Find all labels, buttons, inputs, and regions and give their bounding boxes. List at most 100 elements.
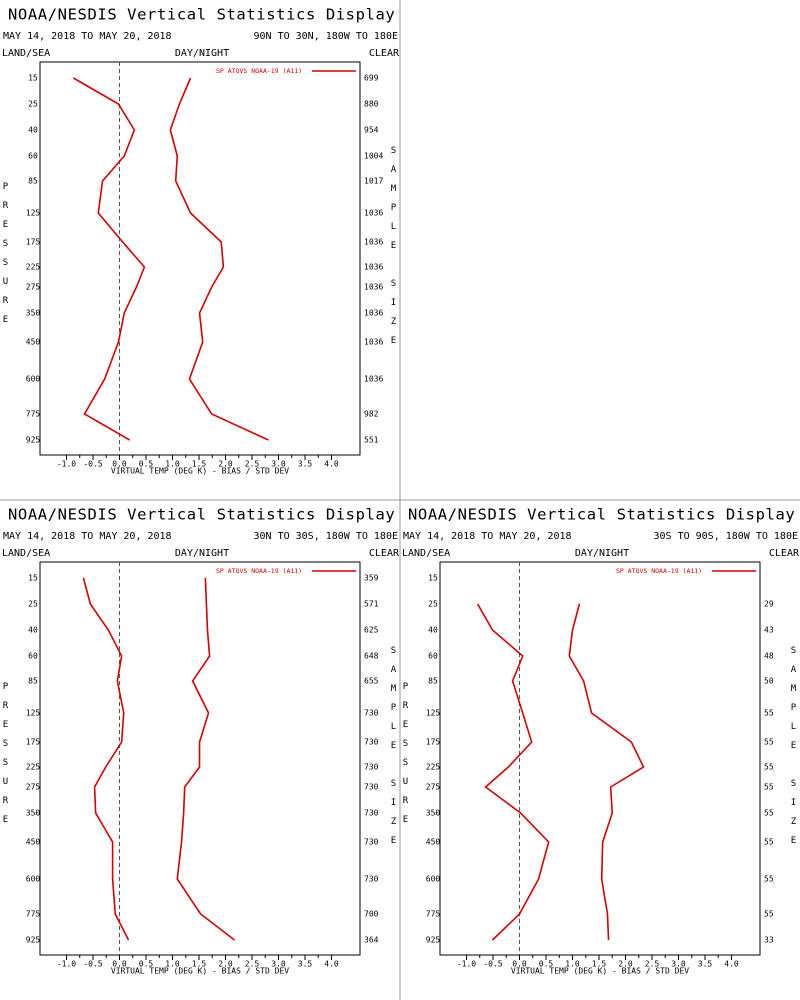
sample-size-label: 730 xyxy=(364,763,379,772)
y-axis-label: PRESSURE xyxy=(401,682,411,834)
x-tick-label: 0.0 xyxy=(512,960,527,969)
pressure-label: 25 xyxy=(28,100,38,109)
sample-size-label: 730 xyxy=(364,838,379,847)
x-tick-label: 4.0 xyxy=(724,960,739,969)
pressure-label: 775 xyxy=(26,410,41,419)
x-axis-label: VIRTUAL TEMP (DEG K) - BIAS / STD DEV xyxy=(111,467,289,476)
pressure-label: 275 xyxy=(26,783,41,792)
plot-frame xyxy=(39,61,361,456)
legend-label: SP ATOVS NOAA-19 (A11) xyxy=(216,67,302,75)
pressure-label: 225 xyxy=(426,763,441,772)
plot-frame xyxy=(39,561,361,956)
sample-size-label: 1036 xyxy=(364,209,383,218)
x-tick-label: 2.5 xyxy=(645,960,660,969)
region: 30N TO 30S, 180W TO 180E xyxy=(254,531,399,542)
profile-line xyxy=(72,77,146,441)
date-range: MAY 14, 2018 TO MAY 20, 2018 xyxy=(3,31,172,42)
sample-size-label: 29 xyxy=(764,600,774,609)
sample-size-label: 48 xyxy=(764,652,774,661)
panel: NOAA/NESDIS Vertical Statistics Display M… xyxy=(1,506,400,976)
x-tick-label: 0.5 xyxy=(539,960,554,969)
x-axis-label: VIRTUAL TEMP (DEG K) - BIAS / STD DEV xyxy=(511,967,689,976)
y2-axis-label: SAMPLE SIZE xyxy=(789,646,799,855)
pressure-label: 925 xyxy=(26,936,41,945)
plot-frame xyxy=(439,561,761,956)
legend-label: SP ATOVS NOAA-19 (A11) xyxy=(216,567,302,575)
sample-size-label: 1036 xyxy=(364,283,383,292)
sample-size-label: 551 xyxy=(364,436,379,445)
x-tick-label: -1.0 xyxy=(57,960,76,969)
sample-size-label: 55 xyxy=(764,738,774,747)
x-tick-label: 1.5 xyxy=(192,960,207,969)
x-tick-label: 2.0 xyxy=(618,960,633,969)
sample-size-label: 50 xyxy=(764,677,774,686)
clear: CLEAR xyxy=(369,48,400,59)
pressure-label: 225 xyxy=(26,263,41,272)
panel: NOAA/NESDIS Vertical Statistics Display M… xyxy=(1,6,400,476)
x-tick-label: 3.5 xyxy=(298,960,313,969)
sample-size-label: 1004 xyxy=(364,152,383,161)
date-range: MAY 14, 2018 TO MAY 20, 2018 xyxy=(3,531,172,542)
x-tick-label: 2.5 xyxy=(245,460,260,469)
x-tick-label: -1.0 xyxy=(57,460,76,469)
x-tick-label: 3.0 xyxy=(271,460,286,469)
pressure-label: 85 xyxy=(428,677,438,686)
day-night: DAY/NIGHT xyxy=(175,48,229,59)
sample-size-label: 43 xyxy=(764,626,774,635)
clear: CLEAR xyxy=(369,548,400,559)
y2-axis-label: SAMPLE SIZE xyxy=(389,646,399,855)
x-tick-label: 2.0 xyxy=(218,460,233,469)
sample-size-label: 700 xyxy=(364,910,379,919)
region: 90N TO 30N, 180W TO 180E xyxy=(254,31,399,42)
x-tick-label: 0.5 xyxy=(139,960,154,969)
day-night: DAY/NIGHT xyxy=(575,548,629,559)
pressure-label: 275 xyxy=(26,283,41,292)
y2-axis-label: SAMPLE SIZE xyxy=(389,146,399,355)
pressure-label: 450 xyxy=(26,338,41,347)
x-tick-label: 1.5 xyxy=(192,460,207,469)
pressure-label: 125 xyxy=(26,709,41,718)
sample-size-label: 1036 xyxy=(364,263,383,272)
profile-line xyxy=(169,77,269,441)
sample-size-label: 982 xyxy=(364,410,379,419)
sample-size-label: 880 xyxy=(364,100,379,109)
pressure-label: 40 xyxy=(28,126,38,135)
x-tick-label: 1.0 xyxy=(165,960,180,969)
sample-size-label: 55 xyxy=(764,763,774,772)
sample-size-label: 55 xyxy=(764,709,774,718)
x-tick-label: 4.0 xyxy=(324,960,339,969)
land-sea: LAND/SEA xyxy=(402,548,450,559)
sample-size-label: 1036 xyxy=(364,238,383,247)
pressure-label: 775 xyxy=(26,910,41,919)
x-tick-label: 3.0 xyxy=(671,960,686,969)
sample-size-label: 33 xyxy=(764,936,774,945)
sample-size-label: 655 xyxy=(364,677,379,686)
pressure-label: 600 xyxy=(26,875,41,884)
pressure-label: 40 xyxy=(28,626,38,635)
pressure-label: 350 xyxy=(26,809,41,818)
x-tick-label: 0.0 xyxy=(112,960,127,969)
sample-size-label: 1036 xyxy=(364,375,383,384)
profile-line xyxy=(568,603,645,941)
pressure-label: 25 xyxy=(28,600,38,609)
pressure-label: 60 xyxy=(428,652,438,661)
y-axis-label: PRESSURE xyxy=(1,682,11,834)
x-tick-label: 2.5 xyxy=(245,960,260,969)
x-tick-label: 4.0 xyxy=(324,460,339,469)
pressure-label: 125 xyxy=(26,209,41,218)
pressure-label: 15 xyxy=(28,574,38,583)
x-tick-label: 1.0 xyxy=(565,960,580,969)
x-tick-label: -1.0 xyxy=(457,960,476,969)
pressure-label: 600 xyxy=(426,875,441,884)
profile-line xyxy=(176,577,235,941)
sample-size-label: 625 xyxy=(364,626,379,635)
pressure-label: 350 xyxy=(426,809,441,818)
x-tick-label: 3.0 xyxy=(271,960,286,969)
x-tick-label: 1.0 xyxy=(165,460,180,469)
pressure-label: 40 xyxy=(428,626,438,635)
clear: CLEAR xyxy=(769,548,800,559)
pressure-label: 60 xyxy=(28,152,38,161)
sample-size-label: 55 xyxy=(764,875,774,884)
pressure-label: 775 xyxy=(426,910,441,919)
